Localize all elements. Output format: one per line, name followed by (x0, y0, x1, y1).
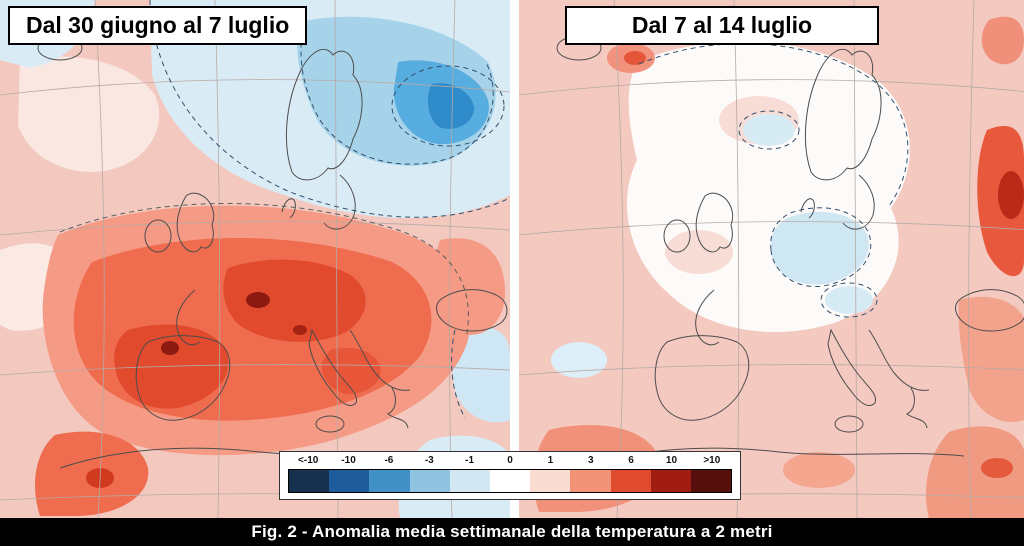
legend-tick-label: 3 (587, 455, 594, 466)
legend-color-swatch (369, 470, 410, 492)
legend-tick-label: -3 (424, 455, 434, 466)
legend-bar (288, 469, 732, 493)
legend-tick-label: 10 (665, 455, 678, 466)
figure-caption: Fig. 2 - Anomalia media settimanale dell… (0, 518, 1024, 546)
legend-color-swatch (530, 470, 571, 492)
legend-tick-label: -6 (384, 455, 394, 466)
legend-ticks: <-10 -10 -6 -3 -1 0 1 3 6 10 >10 (288, 455, 732, 469)
legend-tick-label: 0 (507, 455, 513, 466)
legend-color-swatch (570, 470, 611, 492)
panel-left-map (0, 0, 510, 518)
legend-color-swatch (690, 470, 732, 492)
legend-color-swatch (449, 470, 490, 492)
neutral-region (627, 41, 910, 332)
legend-tick-label: 6 (628, 455, 634, 466)
warm-contours-left (59, 202, 469, 339)
panel-title-left: Dal 30 giugno al 7 luglio (8, 6, 308, 45)
panel-title-right: Dal 7 al 14 luglio (565, 6, 879, 45)
cold-patches-right (551, 114, 873, 378)
anomaly-maps-canvas (0, 0, 1024, 518)
map-area (0, 0, 1024, 518)
legend-tick-label: -10 (341, 455, 356, 466)
panel-right-map (519, 0, 1024, 518)
color-scale-legend: <-10 -10 -6 -3 -1 0 1 3 6 10 >10 (279, 451, 741, 500)
legend-color-swatch (289, 470, 330, 492)
legend-color-swatch (329, 470, 370, 492)
legend-color-swatch (610, 470, 651, 492)
legend-color-swatch (409, 470, 450, 492)
legend-color-swatch (650, 470, 691, 492)
panel-divider (510, 0, 519, 518)
legend-tick-label: 1 (547, 455, 554, 466)
legend-tick-label: >10 (703, 455, 721, 466)
warm-anomaly-region (35, 205, 505, 516)
zero-line-contours-left (149, 0, 510, 419)
zero-line-contours-right (638, 43, 909, 318)
legend-color-swatch (489, 470, 531, 492)
legend-tick-label: -1 (465, 455, 475, 466)
legend-tick-label: <-10 (298, 455, 319, 466)
